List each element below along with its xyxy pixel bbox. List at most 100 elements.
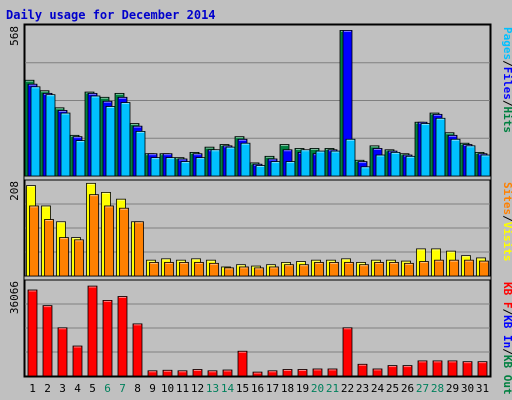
x-axis-day-labels: 1 2 3 4 5 6 7 8 9 10 11 12 13 14 15 16 17 18 19 20 21 22 23 24 2… [29, 382, 489, 395]
legend-entry: KB F [501, 282, 512, 309]
bar-pages-day-24 [375, 154, 386, 177]
y-max-label: 208 [8, 181, 21, 201]
x-tick-label: 10 [161, 382, 174, 395]
bar-kb-f-day-8 [132, 323, 143, 377]
bar-sites-day-13 [209, 262, 219, 277]
x-tick-label: 2 [44, 382, 51, 395]
bar-sites-day-27 [419, 261, 429, 277]
x-tick-label: 29 [446, 382, 459, 395]
bar-pages-day-8 [135, 131, 146, 177]
legend-entry: Sites [501, 182, 512, 215]
x-tick-label: 28 [431, 382, 444, 395]
bar-sites-day-7 [119, 207, 129, 277]
bar-kb-f-day-24 [372, 368, 383, 377]
x-tick-label: 5 [89, 382, 96, 395]
bar-sites-day-18 [284, 264, 294, 277]
bar-pages-day-18 [285, 161, 296, 177]
legend-entry: KB In [501, 315, 512, 348]
x-tick-label: 16 [251, 382, 264, 395]
bar-kb-f-day-6 [102, 300, 113, 377]
x-tick-label: 8 [134, 382, 141, 395]
x-tick-label: 25 [386, 382, 399, 395]
bar-sites-day-20 [314, 262, 324, 277]
plot-frame [23, 23, 492, 378]
bar-pages-day-21 [330, 150, 341, 177]
bar-kb-f-day-16 [252, 371, 263, 377]
bar-pages-day-11 [180, 161, 191, 177]
legend-entry: Hits [501, 107, 512, 134]
legend-entry: Files [501, 67, 512, 100]
bar-pages-day-29 [450, 138, 461, 177]
bar-kb-f-day-13 [207, 370, 218, 377]
bar-pages-day-22 [345, 138, 356, 177]
x-tick-label: 23 [356, 382, 369, 395]
bar-pages-day-4 [75, 140, 86, 177]
bar-sites-day-28 [434, 259, 444, 277]
legend-entry: Visits [501, 222, 512, 262]
bar-kb-f-day-17 [267, 370, 278, 377]
bar-sites-day-19 [299, 264, 309, 277]
bar-kb-f-day-12 [192, 369, 203, 377]
chart-panels: 568Pages/Files/Hits208Sites/Visits36066K… [8, 23, 512, 395]
panel-2: 208 Sites/Visits [8, 179, 512, 277]
legend-entry: KB Out [501, 355, 512, 395]
bar-pages-day-17 [270, 161, 281, 177]
legend-entry: / [501, 100, 512, 107]
bar-pages-day-12 [195, 157, 206, 177]
bar-sites-day-29 [449, 259, 459, 277]
bar-kb-f-day-5 [87, 285, 98, 377]
bar-kb-f-day-3 [57, 327, 68, 377]
bar-kb-f-day-29 [447, 360, 458, 377]
bar-kb-f-day-30 [462, 361, 473, 377]
bar-pages-day-3 [60, 112, 71, 177]
bar-pages-day-28 [435, 117, 446, 177]
bar-kb-f-day-23 [357, 363, 368, 377]
legend-entry: / [501, 348, 512, 355]
x-tick-label: 14 [221, 382, 235, 395]
bar-sites-day-14 [224, 267, 234, 277]
bar-sites-day-1 [29, 205, 39, 277]
x-tick-label: 21 [326, 382, 339, 395]
bar-sites-day-26 [404, 262, 414, 277]
x-tick-label: 24 [371, 382, 385, 395]
x-tick-label: 18 [281, 382, 294, 395]
bar-pages-day-20 [315, 150, 326, 177]
bar-kb-f-day-19 [297, 369, 308, 377]
x-tick-label: 13 [206, 382, 219, 395]
bar-pages-day-9 [150, 157, 161, 177]
bar-pages-day-14 [225, 146, 236, 177]
bar-pages-day-27 [420, 123, 431, 177]
bar-pages-day-1 [30, 86, 41, 177]
bar-kb-f-day-14 [222, 369, 233, 377]
bar-sites-day-12 [194, 262, 204, 277]
bar-kb-f-day-22 [342, 327, 353, 377]
bar-sites-day-10 [164, 262, 174, 277]
x-tick-label: 12 [191, 382, 204, 395]
bar-pages-day-15 [240, 142, 251, 177]
chart-title: Daily usage for December 2014 [6, 8, 216, 22]
bar-kb-f-day-2 [42, 305, 53, 377]
bar-kb-f-day-26 [402, 365, 413, 377]
x-tick-label: 31 [476, 382, 489, 395]
x-tick-label: 15 [236, 382, 249, 395]
bar-kb-f-day-20 [312, 368, 323, 377]
bar-kb-f-day-18 [282, 369, 293, 377]
bar-pages-day-19 [300, 149, 311, 177]
bar-pages-day-23 [360, 166, 371, 177]
bar-sites-day-4 [74, 239, 84, 277]
x-tick-label: 20 [311, 382, 324, 395]
x-tick-label: 7 [119, 382, 126, 395]
bar-pages-day-6 [105, 106, 116, 177]
legend-panel-3: KB F/KB In/KB Out [501, 282, 512, 395]
bar-pages-day-26 [405, 155, 416, 177]
x-tick-label: 22 [341, 382, 354, 395]
bar-sites-day-3 [59, 237, 69, 277]
bar-pages-day-25 [390, 151, 401, 177]
bar-sites-day-21 [329, 262, 339, 277]
bar-kb-f-day-25 [387, 365, 398, 377]
bar-pages-day-2 [45, 94, 56, 177]
bar-pages-day-16 [255, 165, 266, 177]
x-tick-label: 27 [416, 382, 429, 395]
